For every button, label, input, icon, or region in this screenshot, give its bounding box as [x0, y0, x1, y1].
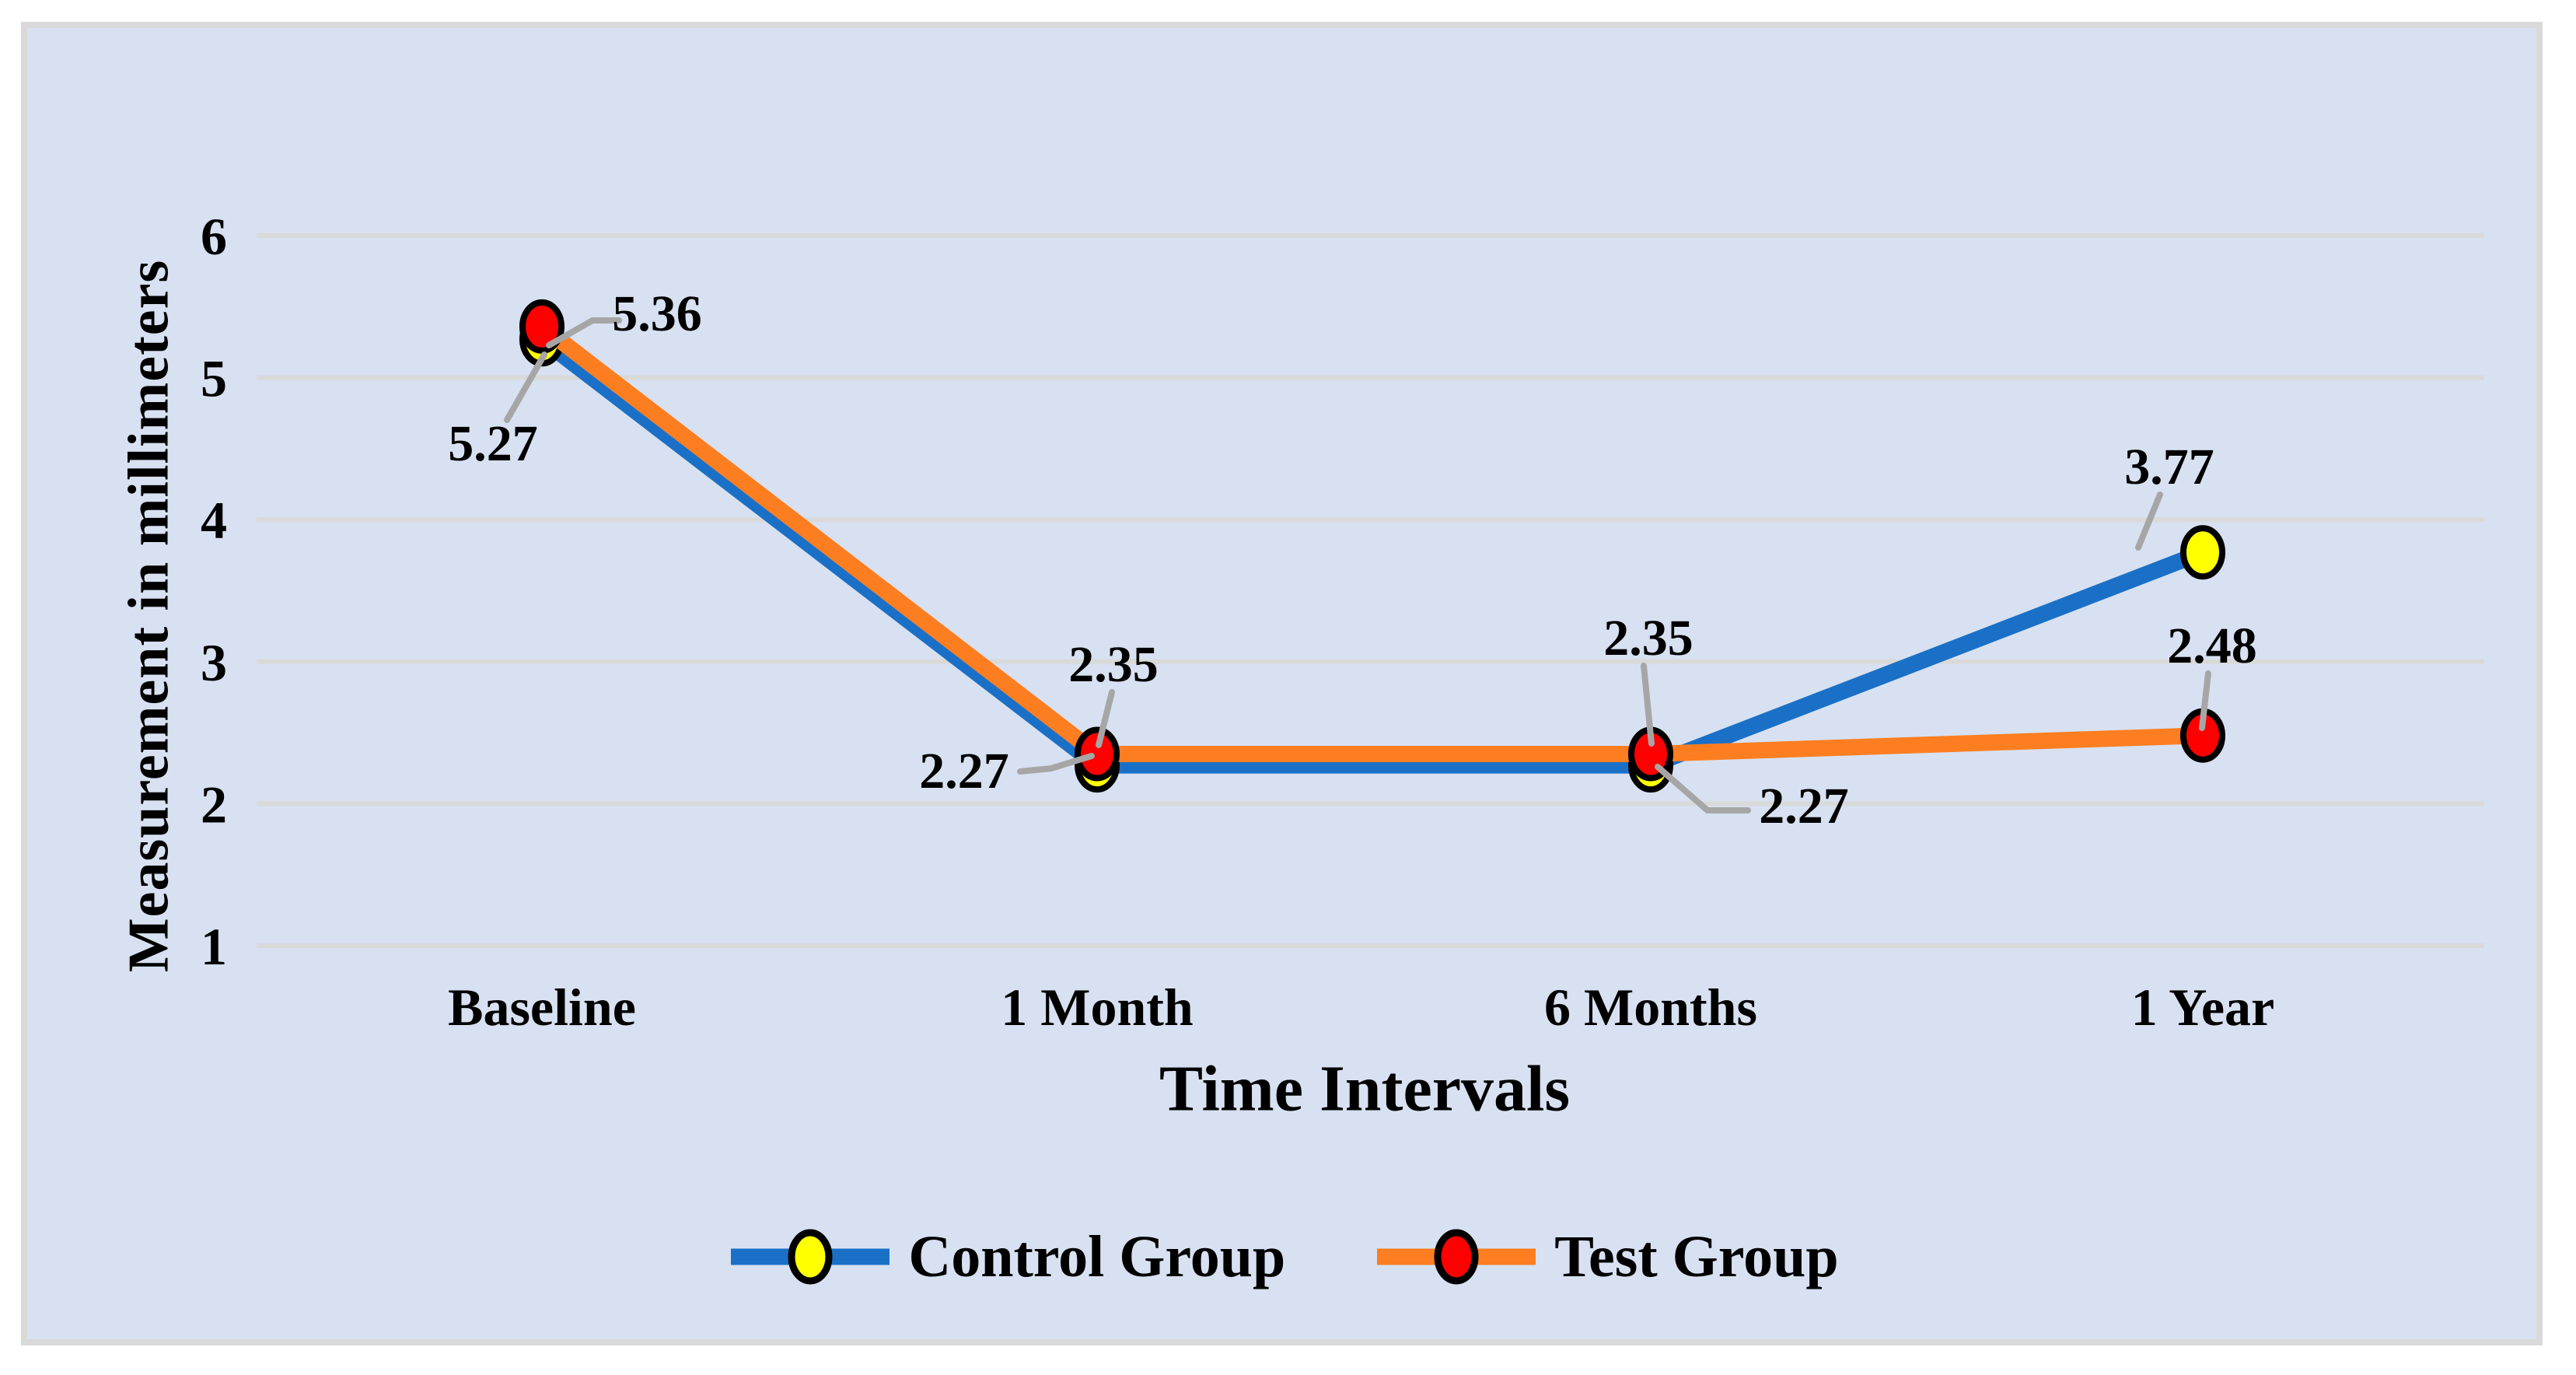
control-group-marker	[2180, 525, 2225, 580]
data-label: 5.27	[448, 415, 538, 472]
y-tick-label: 1	[201, 917, 227, 976]
x-tick-label: 1 Month	[1001, 978, 1193, 1037]
label-leader-line	[2199, 670, 2211, 731]
y-tick-label: 4	[201, 491, 227, 550]
legend-label-control-group: Control Group	[908, 1223, 1286, 1289]
y-tick-label: 2	[201, 775, 227, 834]
chart-legend: Control Group Test Group	[21, 1219, 2543, 1294]
label-leader-line	[1017, 753, 1095, 775]
label-leader-line	[1096, 689, 1115, 748]
y-axis-title: Measurement in millimeters	[117, 259, 181, 973]
data-label: 2.48	[2167, 618, 2257, 674]
label-leader-line	[1655, 764, 1751, 813]
test-group-line	[533, 318, 2211, 762]
y-tick-label: 3	[201, 633, 227, 692]
legend-label-test-group: Test Group	[1554, 1223, 1839, 1289]
label-leader-line	[2135, 492, 2163, 551]
label-leader-line	[546, 317, 622, 348]
data-label: 5.36	[612, 285, 702, 342]
x-tick-label: Baseline	[448, 978, 636, 1037]
data-label: 2.35	[1068, 636, 1159, 693]
control-group-line	[533, 331, 2211, 774]
legend-item-test-group[interactable]: Test Group	[1371, 1223, 1839, 1291]
legend-marker-control-group-icon	[731, 1229, 890, 1285]
data-label: 2.27	[919, 743, 1009, 799]
legend-item-control-group[interactable]: Control Group	[725, 1223, 1285, 1291]
label-leader-line	[1641, 663, 1655, 747]
y-tick-label: 6	[201, 207, 227, 266]
chart-frame	[21, 22, 2543, 1345]
legend-marker-test-group-icon	[1377, 1229, 1536, 1285]
x-axis-title: Time Intervals	[1159, 1052, 1571, 1125]
data-label: 2.35	[1603, 610, 1693, 667]
x-tick-label: 1 Year	[2131, 978, 2274, 1037]
data-label: 3.77	[2124, 439, 2214, 495]
test-group-marker	[1075, 726, 1120, 782]
x-tick-label: 6 Months	[1544, 978, 1757, 1037]
test-group-marker	[519, 299, 564, 354]
data-label: 2.27	[1759, 778, 1849, 834]
label-leader-line	[504, 352, 547, 423]
y-tick-label: 5	[201, 349, 227, 408]
